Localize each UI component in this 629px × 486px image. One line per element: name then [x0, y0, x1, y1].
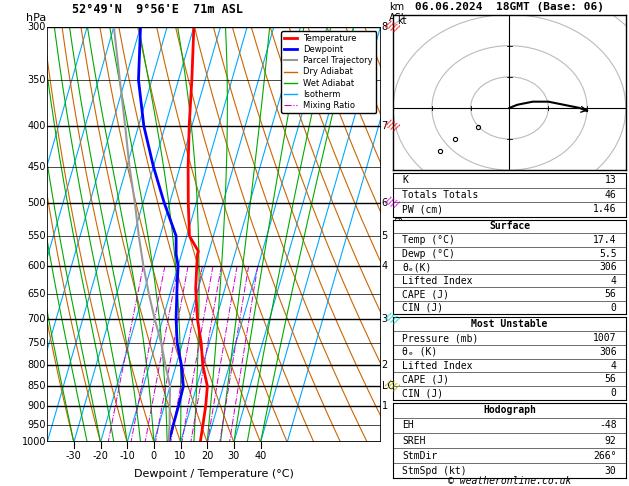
Text: 4: 4	[611, 361, 616, 370]
Text: Temp (°C): Temp (°C)	[403, 235, 455, 245]
Text: 30: 30	[605, 466, 616, 476]
Text: 0: 0	[151, 451, 157, 461]
Text: 52°49'N  9°56'E  71m ASL: 52°49'N 9°56'E 71m ASL	[72, 3, 243, 17]
Text: 500: 500	[28, 198, 46, 208]
Text: 46: 46	[605, 190, 616, 200]
Text: Dewpoint / Temperature (°C): Dewpoint / Temperature (°C)	[134, 469, 294, 479]
Text: SREH: SREH	[403, 435, 426, 446]
Text: 56: 56	[605, 289, 616, 299]
Text: θₑ(K): θₑ(K)	[403, 262, 432, 272]
Text: Hodograph: Hodograph	[483, 405, 536, 416]
Text: 40: 40	[254, 451, 267, 461]
Text: ////: ////	[384, 19, 400, 35]
Text: 4: 4	[153, 446, 158, 451]
Text: EH: EH	[403, 420, 414, 431]
Text: StmSpd (kt): StmSpd (kt)	[403, 466, 467, 476]
Text: 266°: 266°	[593, 451, 616, 461]
Text: 750: 750	[28, 338, 46, 348]
Text: 3: 3	[143, 446, 147, 451]
Text: ////: ////	[384, 379, 400, 394]
Text: 0: 0	[611, 388, 616, 398]
Text: 17.4: 17.4	[593, 235, 616, 245]
Text: 4: 4	[382, 261, 387, 271]
Text: 1: 1	[106, 446, 111, 451]
Text: CIN (J): CIN (J)	[403, 303, 443, 312]
Text: Lifted Index: Lifted Index	[403, 276, 473, 286]
Text: 25: 25	[225, 446, 234, 451]
Text: 56: 56	[605, 374, 616, 384]
Text: Most Unstable: Most Unstable	[471, 319, 548, 329]
Text: 950: 950	[28, 419, 46, 430]
Text: 5.5: 5.5	[599, 248, 616, 259]
Text: 0: 0	[611, 303, 616, 312]
Text: 300: 300	[28, 22, 46, 32]
Text: 7: 7	[382, 121, 388, 131]
Text: 650: 650	[28, 289, 46, 298]
Text: 900: 900	[28, 401, 46, 411]
Text: ////: ////	[384, 195, 400, 210]
Text: -20: -20	[92, 451, 108, 461]
Text: 1000: 1000	[21, 437, 46, 447]
Text: kt: kt	[397, 16, 406, 26]
Text: 8: 8	[382, 22, 387, 32]
Text: -48: -48	[599, 420, 616, 431]
Text: 20: 20	[215, 446, 224, 451]
Text: 700: 700	[28, 314, 46, 324]
Text: 13: 13	[605, 175, 616, 185]
Text: θₑ (K): θₑ (K)	[403, 347, 438, 357]
Text: 306: 306	[599, 262, 616, 272]
Text: Surface: Surface	[489, 222, 530, 231]
Text: 2: 2	[129, 446, 133, 451]
Text: 92: 92	[605, 435, 616, 446]
Text: ////: ////	[384, 312, 400, 327]
Text: StmDir: StmDir	[403, 451, 438, 461]
Text: 6: 6	[382, 198, 387, 208]
Text: 15: 15	[203, 446, 212, 451]
Text: 06.06.2024  18GMT (Base: 06): 06.06.2024 18GMT (Base: 06)	[415, 2, 604, 12]
Text: 1.46: 1.46	[593, 205, 616, 214]
Text: 400: 400	[28, 121, 46, 131]
Text: 1: 1	[382, 401, 387, 411]
Text: Lifted Index: Lifted Index	[403, 361, 473, 370]
Text: 8: 8	[180, 446, 184, 451]
Text: 350: 350	[28, 75, 46, 85]
Text: 850: 850	[28, 381, 46, 391]
Text: -30: -30	[66, 451, 82, 461]
Text: 450: 450	[28, 162, 46, 172]
Text: 3: 3	[382, 314, 387, 324]
Text: © weatheronline.co.uk: © weatheronline.co.uk	[448, 476, 571, 486]
Text: 20: 20	[201, 451, 213, 461]
Text: 30: 30	[228, 451, 240, 461]
Text: km
ASL: km ASL	[389, 2, 407, 22]
Text: 10: 10	[174, 451, 187, 461]
Text: 5: 5	[382, 231, 388, 241]
Text: 2: 2	[382, 360, 388, 370]
Text: Mixing Ratio (g/kg): Mixing Ratio (g/kg)	[394, 212, 403, 298]
Text: K: K	[403, 175, 408, 185]
Text: 800: 800	[28, 360, 46, 370]
Text: Pressure (mb): Pressure (mb)	[403, 333, 479, 343]
Text: PW (cm): PW (cm)	[403, 205, 443, 214]
Text: ////: ////	[384, 119, 400, 134]
Text: 600: 600	[28, 261, 46, 271]
Text: CAPE (J): CAPE (J)	[403, 289, 450, 299]
Text: -10: -10	[120, 451, 135, 461]
Text: 6: 6	[169, 446, 173, 451]
Text: 4: 4	[611, 276, 616, 286]
Legend: Temperature, Dewpoint, Parcel Trajectory, Dry Adiabat, Wet Adiabat, Isotherm, Mi: Temperature, Dewpoint, Parcel Trajectory…	[281, 31, 376, 113]
Text: LCL: LCL	[382, 381, 399, 391]
Text: hPa: hPa	[26, 13, 46, 22]
Text: 550: 550	[28, 231, 46, 241]
Text: CAPE (J): CAPE (J)	[403, 374, 450, 384]
Text: 10: 10	[186, 446, 195, 451]
Text: CIN (J): CIN (J)	[403, 388, 443, 398]
Text: Dewp (°C): Dewp (°C)	[403, 248, 455, 259]
Text: 306: 306	[599, 347, 616, 357]
Text: Totals Totals: Totals Totals	[403, 190, 479, 200]
Text: 1007: 1007	[593, 333, 616, 343]
